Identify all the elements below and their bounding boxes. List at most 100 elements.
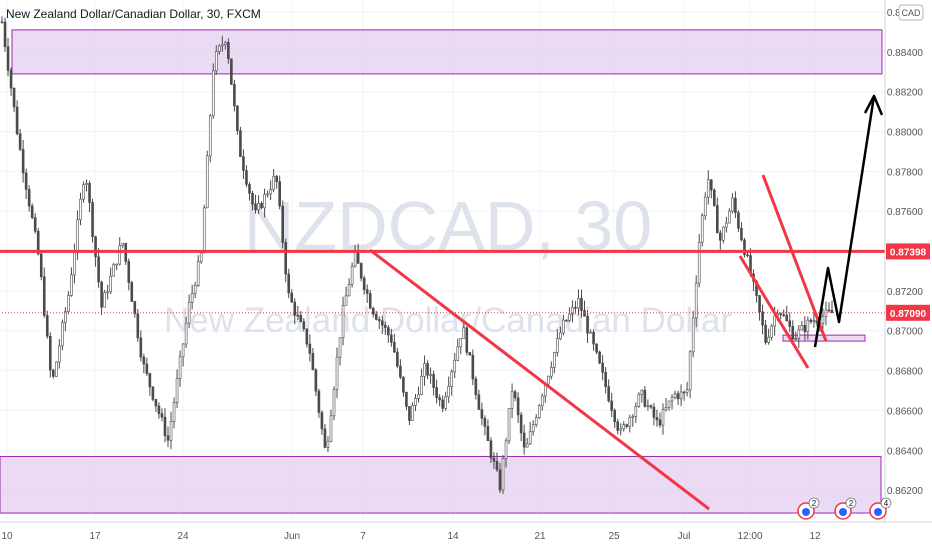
candle	[604, 366, 607, 394]
candle	[574, 300, 577, 314]
candle-body	[377, 319, 381, 322]
candle	[275, 174, 278, 189]
candle-body	[408, 406, 411, 421]
candle	[396, 347, 399, 369]
currency-badge[interactable]: CAD	[898, 4, 924, 21]
candle	[658, 412, 662, 428]
candle-body	[236, 105, 239, 131]
candle-body	[18, 133, 22, 150]
time-tick-label: 10	[1, 531, 13, 542]
candle-body	[643, 389, 647, 407]
candle-body	[719, 232, 722, 241]
candle	[39, 250, 43, 281]
candle	[800, 321, 804, 331]
candle-body	[112, 264, 115, 277]
candle-body	[374, 313, 378, 320]
price-tick-label: 0.88000	[887, 127, 924, 138]
candle-body	[670, 397, 674, 402]
candle	[537, 404, 541, 420]
candle-body	[489, 440, 493, 459]
candle	[245, 165, 248, 188]
candle-body	[483, 418, 487, 427]
candle	[420, 368, 423, 396]
candle-body	[205, 155, 209, 209]
candle-body	[290, 292, 294, 303]
candle-body	[296, 314, 300, 317]
candle	[320, 410, 324, 435]
candle	[0, 16, 4, 24]
candle	[673, 390, 677, 400]
candle-body	[592, 331, 595, 345]
candle-body	[619, 428, 623, 431]
candle-body	[725, 222, 728, 228]
candle	[559, 326, 562, 341]
candle	[806, 316, 810, 340]
candle-body	[157, 405, 161, 414]
candle-body	[830, 309, 834, 313]
candle	[812, 311, 816, 328]
candle-body	[218, 45, 221, 52]
candle	[471, 349, 475, 386]
candle-body	[36, 230, 40, 255]
candle	[359, 262, 363, 282]
candle-body	[0, 21, 4, 24]
candle	[628, 414, 632, 433]
event-badge[interactable]: 4	[869, 497, 892, 520]
candle	[124, 242, 128, 265]
candle	[227, 38, 230, 64]
candle-body	[133, 301, 137, 315]
price-label-text: 0.87090	[890, 309, 927, 320]
candle	[652, 402, 656, 426]
price-axis[interactable]: 0.886000.884000.882000.880000.878000.876…	[884, 0, 930, 522]
event-badge[interactable]: 2	[834, 497, 857, 520]
candle	[181, 343, 185, 367]
price-tick-label: 0.86200	[887, 486, 924, 497]
candle	[377, 316, 381, 329]
candle-body	[257, 203, 260, 211]
badge-count-bg	[880, 497, 892, 509]
candle-body	[528, 431, 532, 445]
candle	[477, 389, 481, 410]
candle	[803, 316, 807, 341]
candle	[266, 190, 269, 198]
candle	[211, 63, 215, 119]
candle	[61, 319, 64, 351]
candle	[329, 409, 333, 443]
candle	[344, 286, 348, 306]
candle	[67, 291, 70, 315]
candle	[332, 386, 336, 421]
candle-body	[510, 391, 514, 409]
candle-body	[519, 414, 523, 434]
projection-path	[813, 95, 876, 348]
time-tick-label: 17	[89, 531, 101, 542]
candle-body	[664, 407, 668, 411]
candle-body	[145, 363, 149, 374]
time-axis[interactable]: 10 17 24 Jun 7 14 21 25 Jul 12:00 12	[0, 521, 932, 542]
candle-body	[534, 417, 538, 426]
candle	[257, 195, 260, 214]
candle-body	[797, 329, 801, 339]
candle-body	[405, 392, 408, 407]
candle	[550, 361, 553, 380]
candle-body	[396, 351, 399, 367]
supply-demand-zone	[0, 455, 882, 514]
candle	[610, 392, 613, 418]
candle-body	[525, 443, 529, 448]
event-badge[interactable]: 2	[797, 497, 820, 520]
candle	[42, 267, 46, 318]
candle-body	[242, 156, 245, 171]
candle	[163, 408, 167, 443]
channel-upper-line	[761, 174, 828, 342]
candle-body	[655, 417, 659, 421]
candle-body	[106, 291, 109, 294]
candle	[598, 350, 601, 365]
candle	[468, 352, 472, 356]
candle	[251, 190, 254, 211]
candle	[516, 392, 520, 423]
candle	[218, 44, 221, 55]
candle	[577, 289, 580, 316]
candle-body	[556, 338, 559, 353]
candle-body	[100, 281, 103, 308]
